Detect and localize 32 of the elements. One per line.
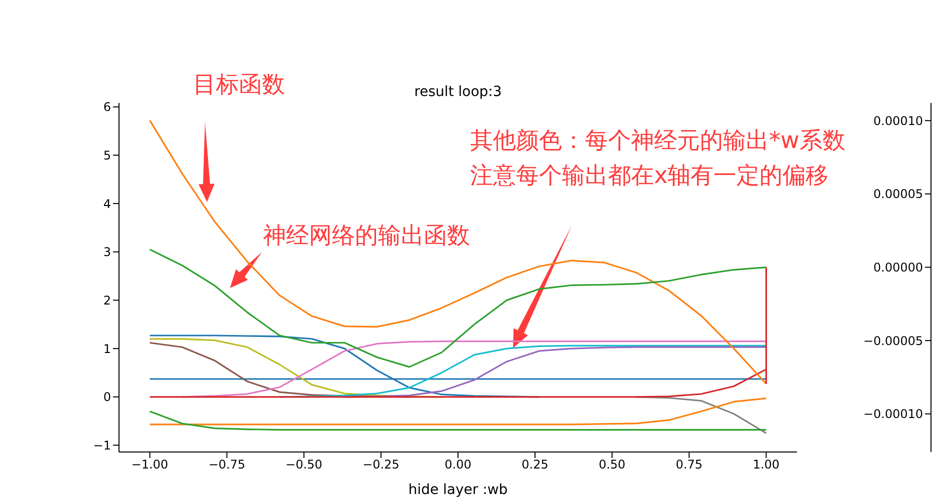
x-tick-label: 1.00 (752, 458, 780, 472)
x-tick-label: −1.00 (131, 458, 168, 472)
y2-tick-label: 0.00000 (873, 260, 923, 274)
x-tick-label: 0.25 (522, 458, 548, 472)
y-tick-label: −1 (93, 438, 111, 452)
y-tick-label: 1 (103, 342, 111, 356)
line-series (149, 410, 767, 431)
line-series (149, 248, 767, 368)
annotation: 神经网络的输出函数 (263, 223, 470, 249)
chart-title: result loop:3 (414, 84, 502, 100)
y2-tick-label: −0.00005 (863, 334, 923, 348)
y-tick-label: 4 (103, 196, 111, 211)
y2-tick-label: −0.00010 (863, 407, 923, 422)
y2-tick-label: 0.00005 (873, 187, 923, 202)
x-tick-label: 0.75 (676, 458, 702, 472)
annotation: 其他颜色：每个神经元的输出*w系数 (470, 128, 846, 154)
line-series (636, 396, 767, 434)
x-tick-label: 0.50 (598, 458, 626, 472)
x-tick-label: 0.00 (444, 458, 472, 472)
x-tick-label: −0.50 (286, 458, 322, 472)
y-tick-label: 6 (103, 100, 111, 114)
x-tick-label: −0.75 (208, 458, 246, 472)
annotation: 注意每个输出都在x轴有一定的偏移 (470, 163, 829, 189)
y2-tick-label: 0.00010 (873, 114, 923, 128)
y-tick-label: 2 (103, 293, 111, 308)
y-tick-label: 5 (103, 148, 111, 162)
x-tick-label: −0.25 (362, 458, 400, 472)
text: 目标函数 (193, 72, 285, 98)
text: hide layer :wb (408, 482, 508, 498)
y-tick-label: 3 (103, 245, 111, 260)
line-series (149, 398, 767, 426)
y-tick-label: 0 (103, 390, 111, 404)
